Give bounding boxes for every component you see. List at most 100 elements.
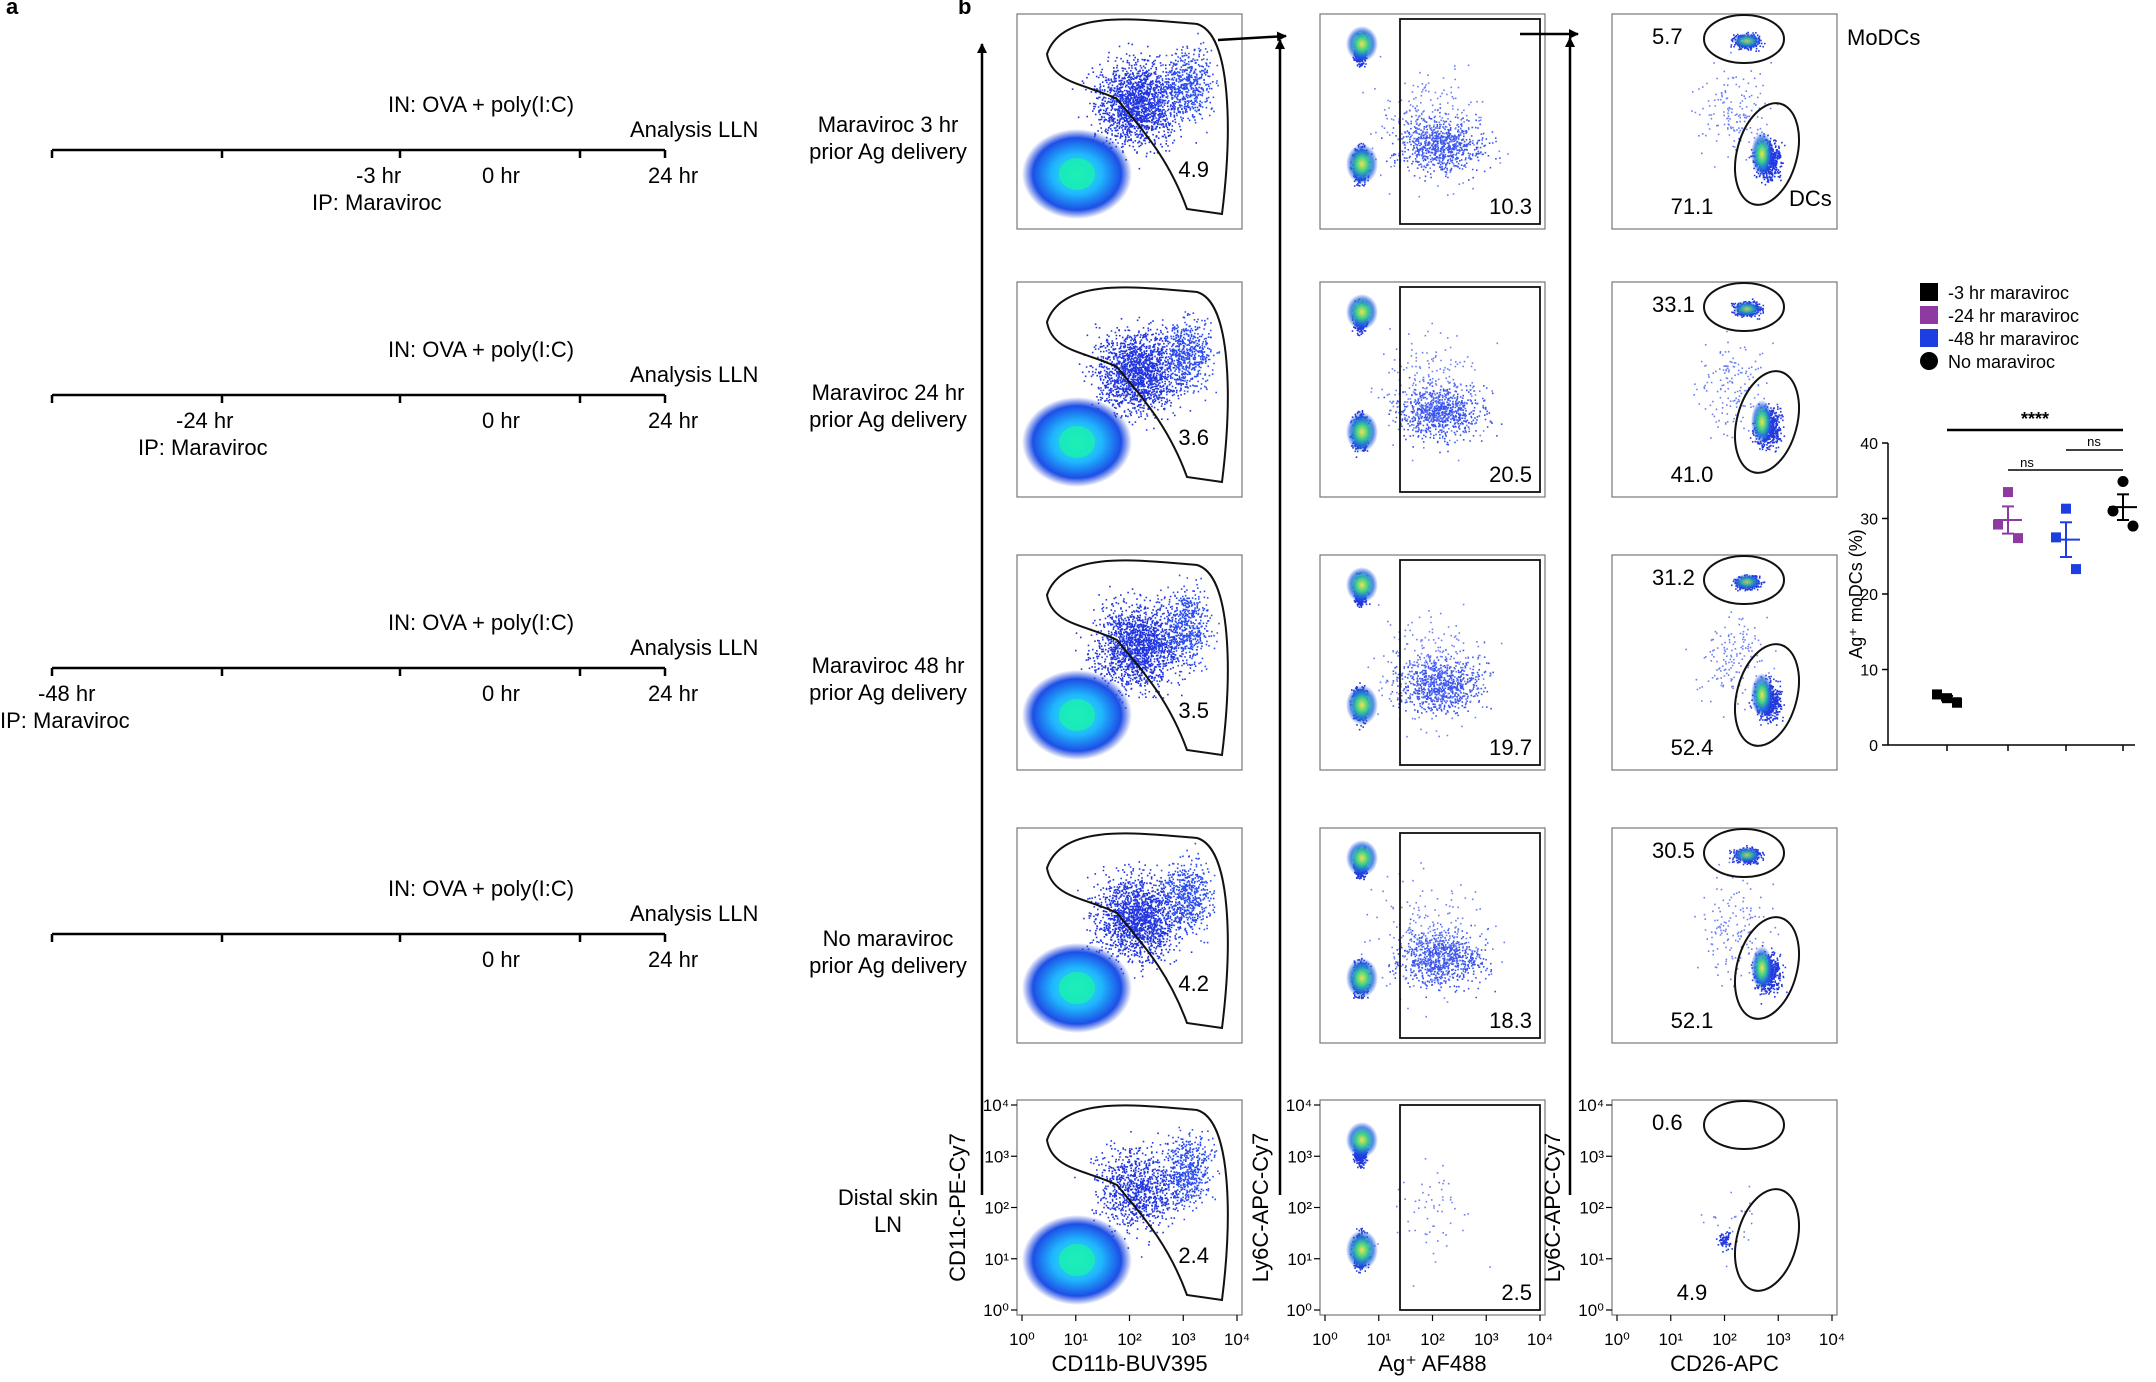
density-layer: [1700, 1185, 1753, 1268]
timeline-1: IN: OVA + poly(I:C) Analysis LLN -3 hr 0 hr…: [50, 92, 758, 215]
gate-percentage: 2.5: [1501, 1280, 1532, 1305]
event-density: [1693, 330, 1774, 439]
gate-percentage-dcs: 4.9: [1677, 1280, 1708, 1305]
timeline-tick-label: 0 hr: [482, 163, 520, 188]
gate-percentage: 18.3: [1489, 1008, 1532, 1033]
data-point: [2071, 564, 2081, 575]
density-layer: [1685, 574, 1785, 726]
legend-marker: [1920, 306, 1938, 324]
gate-percentage-dcs: 41.0: [1671, 462, 1714, 487]
x-axis-title: CD11b-BUV395: [1051, 1351, 1207, 1376]
event-density: [1383, 376, 1503, 454]
timeline-tick-label: -3 hr: [356, 163, 401, 188]
density-hotspot: [1346, 840, 1378, 876]
timeline-tick-label: -48 hr: [38, 681, 95, 706]
chart-y-tick-label: 30: [1860, 512, 1878, 529]
density-layer: [1346, 294, 1503, 462]
legend-marker: [1920, 283, 1938, 301]
y-tick-label: 10³: [1579, 1147, 1604, 1166]
data-point: [2107, 505, 2119, 517]
x-tick-label: 10⁰: [1604, 1330, 1630, 1349]
data-point: [2127, 520, 2139, 532]
y-tick-label: 10³: [984, 1147, 1009, 1166]
condition-label-line2: LN: [874, 1212, 902, 1237]
y-tick-label: 10²: [1287, 1199, 1312, 1218]
density-core: [1059, 699, 1095, 731]
plot-frame: [1611, 13, 1838, 230]
event-density: [1381, 107, 1501, 182]
timelines-panel-a: IN: OVA + poly(I:C) Analysis LLN -3 hr 0 hr…: [0, 92, 758, 972]
plot-frame: [1611, 1099, 1838, 1316]
density-hotspot: [1346, 958, 1378, 998]
flow-plot-r1-c2: 10.3: [1319, 13, 1546, 230]
timeline-tick-label: 0 hr: [482, 408, 520, 433]
flow-plot-r3-c1: 3.5: [1016, 554, 1243, 771]
data-point: [2051, 532, 2061, 543]
density-hotspot: [1733, 33, 1761, 49]
event-density: [1078, 316, 1197, 431]
density-hotspot: [1751, 673, 1773, 717]
timeline-tick-label: 0 hr: [482, 947, 520, 972]
plot-frame: [1611, 281, 1838, 498]
flow-plot-r2-c2: 20.5: [1319, 281, 1546, 498]
density-hotspot: [1346, 567, 1378, 603]
density-hotspot: [1733, 574, 1761, 590]
y-tick-label: 10¹: [1579, 1250, 1604, 1269]
condition-label-line2: prior Ag delivery: [809, 139, 967, 164]
gate-percentage-modcs: 31.2: [1652, 565, 1695, 590]
panel-label-b: b: [958, 0, 971, 19]
x-tick-label: 10³: [1766, 1330, 1791, 1349]
gate-percentage-modcs: 0.6: [1652, 1110, 1683, 1135]
condition-label-line1: Maraviroc 3 hr: [818, 112, 959, 137]
gate-percentage: 4.2: [1178, 971, 1209, 996]
event-density: [1075, 585, 1201, 709]
gate-cd11c-cd11b: [1045, 1104, 1229, 1302]
injection-label: IN: OVA + poly(I:C): [388, 92, 574, 117]
event-density: [1074, 1131, 1195, 1258]
y-axis-title: Ly6C-APC-Cy7: [1540, 1133, 1565, 1283]
density-layer: [1346, 840, 1506, 1018]
x-axis-title: Ag⁺ AF488: [1378, 1351, 1486, 1376]
x-tick-label: 10³: [1171, 1330, 1196, 1349]
density-core: [1059, 158, 1095, 190]
density-core: [1059, 972, 1095, 1004]
analysis-label: Analysis LLN: [630, 117, 758, 142]
flow-plot-r4-c2: 18.3: [1319, 827, 1546, 1044]
flow-plot-r1-c1: 4.9: [1016, 13, 1243, 230]
modcs-label: MoDCs: [1847, 25, 1920, 50]
event-density: [1386, 649, 1494, 717]
gate-dcs: [1734, 643, 1800, 747]
density-hotspot: [1733, 301, 1761, 317]
flow-plot-r3-c3: 31.2 52.4: [1611, 554, 1838, 771]
gate-percentage: 2.4: [1178, 1243, 1209, 1268]
density-hotspot: [1346, 1230, 1378, 1270]
flow-plot-r2-c1: 3.6: [1016, 281, 1243, 498]
gate-dcs: [1734, 370, 1800, 474]
chart-y-label: Ag⁺ moDCs (%): [1846, 529, 1866, 659]
density-hotspot: [1751, 132, 1773, 176]
series-4: [2107, 476, 2139, 532]
event-density: [1071, 42, 1197, 170]
injection-label: IN: OVA + poly(I:C): [388, 610, 574, 635]
gate-percentage-modcs: 5.7: [1652, 24, 1683, 49]
gate-ag-positive: [1399, 18, 1541, 225]
density-layer: [1346, 26, 1509, 198]
data-point: [2061, 503, 2071, 514]
x-tick-label: 10¹: [1366, 1330, 1391, 1349]
density-layer: [1694, 845, 1788, 1005]
y-axis-title: CD11c-PE-Cy7: [945, 1133, 970, 1282]
panel-label-a: a: [6, 0, 19, 19]
ip-label: IP: Maraviroc: [138, 435, 268, 460]
series-3: [2051, 503, 2081, 575]
gate-cd11c-cd11b: [1045, 832, 1229, 1030]
timeline-tick-label: -24 hr: [176, 408, 233, 433]
y-tick-label: 10⁰: [983, 1301, 1009, 1320]
gate-cd11c-cd11b: [1045, 18, 1229, 216]
x-tick-label: 10²: [1712, 1330, 1737, 1349]
condition-label-line1: Maraviroc 24 hr: [812, 380, 965, 405]
timeline-tick-label: 0 hr: [482, 681, 520, 706]
timeline-tick-label: 24 hr: [648, 163, 698, 188]
chart-y-tick-label: 20: [1860, 587, 1878, 604]
plot-frame: [1611, 827, 1838, 1044]
event-density: [1694, 861, 1780, 988]
